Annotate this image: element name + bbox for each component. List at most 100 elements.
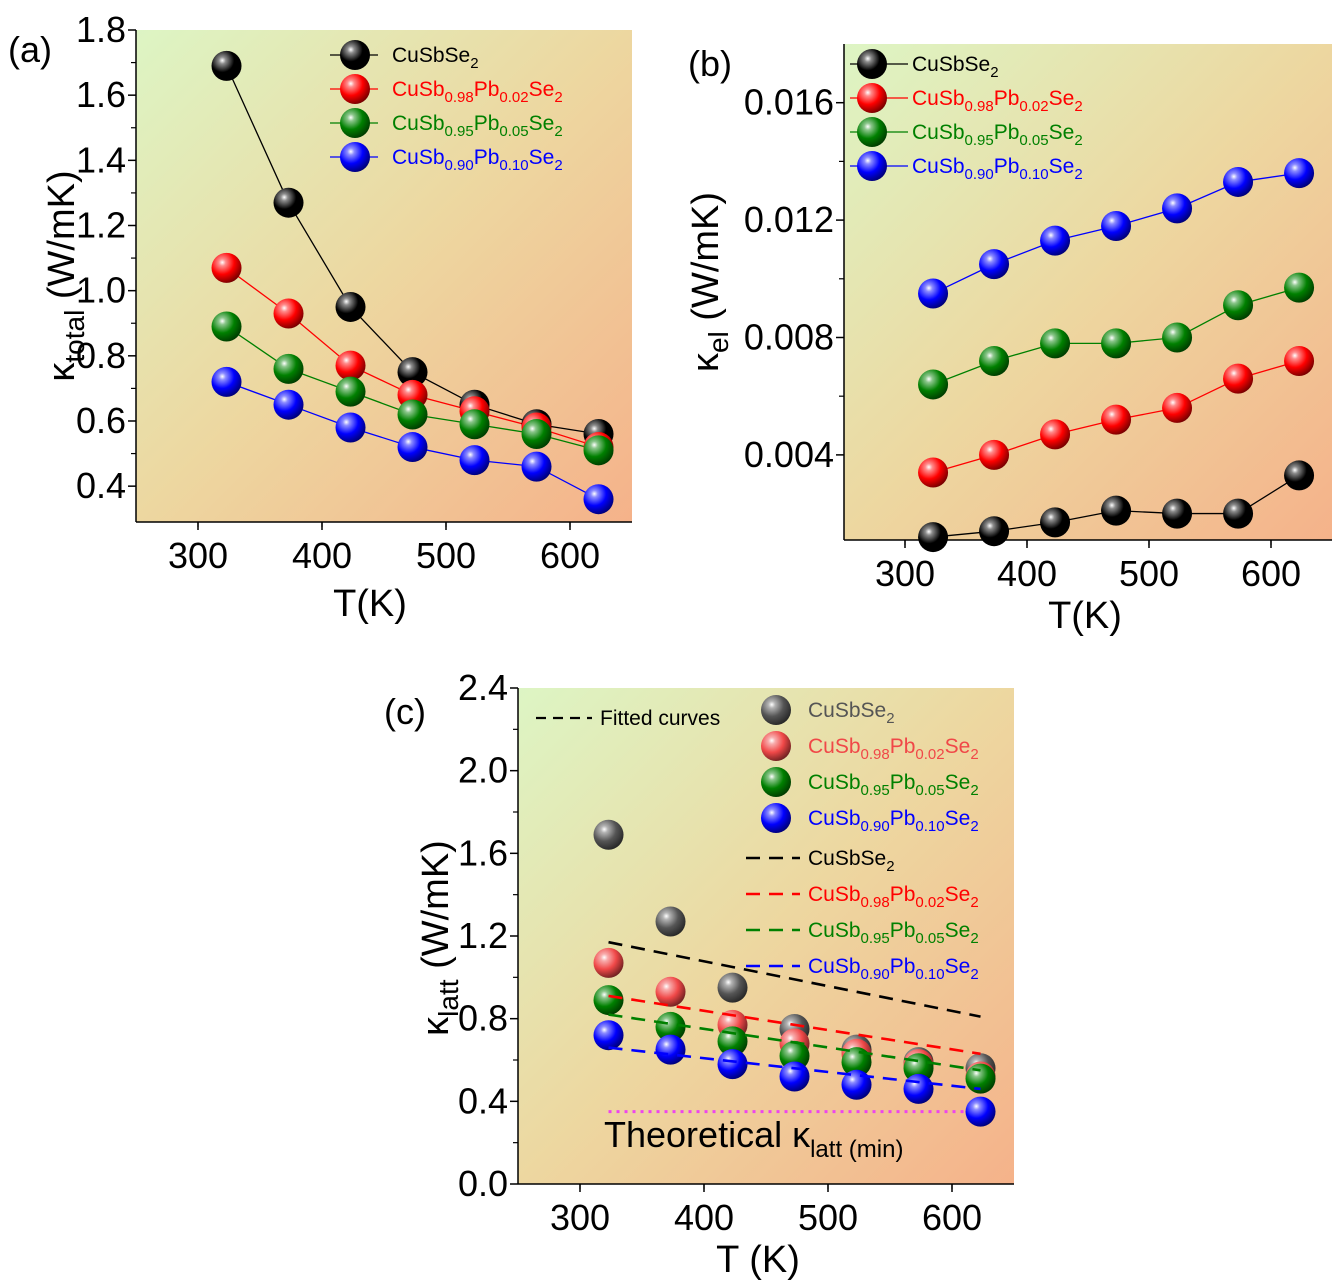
- data-point: [655, 906, 686, 937]
- legend-marker: [340, 108, 370, 138]
- legend-marker: [761, 695, 791, 725]
- data-point: [918, 522, 949, 553]
- data-point: [841, 1069, 872, 1100]
- y-tick-label: 2.4: [458, 667, 508, 708]
- data-point: [593, 985, 624, 1016]
- data-point: [1040, 419, 1071, 450]
- y-tick-label: 1.2: [458, 915, 508, 956]
- panel-a: 300 400 500 600 0.4 0.6 0.8 1.0 1.2 1.4 1.6 1.8 (a) T…: [8, 9, 632, 625]
- x-tick-label: 300: [168, 535, 228, 576]
- legend-marker: [340, 74, 370, 104]
- y-tick-label: 0.008: [744, 316, 834, 357]
- data-point: [779, 1061, 810, 1092]
- plot-area: [518, 688, 1014, 1184]
- panel-label: (b): [688, 43, 732, 84]
- data-point: [335, 350, 366, 381]
- data-point: [583, 435, 614, 466]
- legend-label: CuSb0.90Pb0.10Se2: [808, 807, 979, 835]
- data-point: [1284, 345, 1315, 376]
- x-tick-label: 400: [292, 535, 352, 576]
- data-point: [211, 366, 242, 397]
- data-point: [979, 516, 1010, 547]
- data-point: [1223, 290, 1254, 321]
- panel-b: 300 400 500 600 0.004 0.008 0.012 0.016 (b) T(K) κ…: [685, 43, 1332, 637]
- y-tick-label: 0.6: [76, 400, 126, 441]
- data-point: [965, 1096, 996, 1127]
- panel-label: (c): [384, 691, 426, 732]
- data-point: [273, 353, 304, 384]
- legend-label: CuSb0.98Pb0.02Se2: [912, 87, 1083, 115]
- legend-label: CuSbSe2: [912, 53, 999, 81]
- legend-label: CuSb0.90Pb0.10Se2: [912, 155, 1083, 183]
- y-tick-label: 1.0: [76, 270, 126, 311]
- data-point: [979, 249, 1010, 280]
- legend-marker: [857, 49, 887, 79]
- data-point: [1101, 495, 1132, 526]
- data-point: [979, 345, 1010, 376]
- data-point: [979, 439, 1010, 470]
- data-point: [593, 1020, 624, 1051]
- data-point: [459, 445, 490, 476]
- legend-label: CuSb0.98Pb0.02Se2: [808, 735, 979, 763]
- x-axis-label: T (K): [716, 1239, 800, 1281]
- y-tick-label: 1.6: [458, 832, 508, 873]
- legend-label: CuSb0.95Pb0.05Se2: [808, 919, 979, 947]
- data-point: [397, 432, 428, 463]
- x-tick-label: 400: [997, 553, 1057, 594]
- data-point: [903, 1073, 934, 1104]
- legend-label: CuSb0.95Pb0.05Se2: [808, 771, 979, 799]
- x-axis-label: T(K): [1048, 595, 1122, 637]
- data-point: [273, 298, 304, 329]
- data-point: [1223, 363, 1254, 394]
- legend-marker: [340, 40, 370, 70]
- data-point: [521, 419, 552, 450]
- x-tick-label: 300: [550, 1197, 610, 1238]
- data-point: [335, 291, 366, 322]
- legend-marker: [761, 803, 791, 833]
- y-axis-label: κtotal (W/mK): [41, 170, 90, 381]
- fitted-curve: [608, 940, 981, 1018]
- y-tick-label: 0.4: [76, 465, 126, 506]
- legend-marker: [857, 83, 887, 113]
- data-point: [655, 1034, 686, 1065]
- theoretical-min-label: Theoretical κlatt (min): [604, 1114, 903, 1163]
- x-tick-label: 400: [674, 1197, 734, 1238]
- y-tick-label: 0.012: [744, 199, 834, 240]
- data-point: [397, 399, 428, 430]
- x-axis-label: T(K): [333, 583, 407, 625]
- y-tick-label: 2.0: [458, 750, 508, 791]
- legend-label: CuSb0.90Pb0.10Se2: [392, 146, 563, 174]
- data-point: [583, 484, 614, 515]
- data-point: [593, 947, 624, 978]
- x-tick-label: 600: [540, 535, 600, 576]
- legend-label: CuSb0.98Pb0.02Se2: [808, 883, 979, 911]
- x-tick-label: 500: [416, 535, 476, 576]
- y-tick-label: 1.4: [76, 139, 126, 180]
- y-tick-label: 1.6: [76, 74, 126, 115]
- data-point: [335, 376, 366, 407]
- data-point: [1162, 498, 1193, 529]
- legend-marker: [761, 731, 791, 761]
- legend-label: CuSb0.95Pb0.05Se2: [392, 112, 563, 140]
- legend-fit-label: Fitted curves: [600, 707, 720, 730]
- y-axis-label: κel (W/mK): [685, 192, 734, 372]
- data-point: [779, 1040, 810, 1071]
- data-point: [397, 357, 428, 388]
- y-tick-label: 1.2: [76, 204, 126, 245]
- y-tick-label: 0.8: [76, 335, 126, 376]
- legend-label: CuSb0.95Pb0.05Se2: [912, 121, 1083, 149]
- data-point: [1223, 498, 1254, 529]
- data-point: [1101, 404, 1132, 435]
- data-point: [211, 252, 242, 283]
- x-tick-label: 600: [1241, 553, 1301, 594]
- legend-label: CuSb0.90Pb0.10Se2: [808, 955, 979, 983]
- data-point: [918, 457, 949, 488]
- data-point: [335, 412, 366, 443]
- plot-area: [844, 44, 1332, 540]
- data-point: [918, 369, 949, 400]
- data-point: [918, 278, 949, 309]
- data-point: [717, 1049, 748, 1080]
- y-axis-label: κlatt (W/mK): [415, 840, 464, 1036]
- data-point: [273, 187, 304, 218]
